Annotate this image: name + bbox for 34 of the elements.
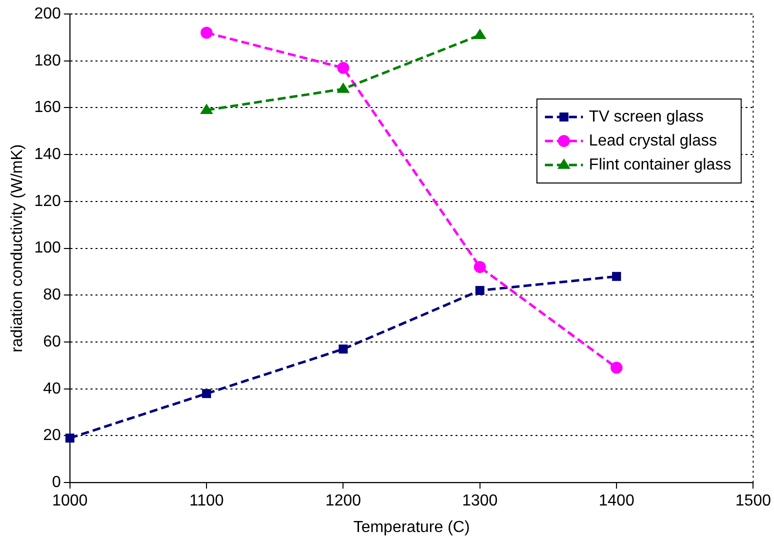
point [200, 104, 214, 114]
x-tick-label: 1500 [735, 492, 772, 510]
point [610, 362, 623, 374]
point [474, 261, 486, 274]
y-tick-label: 160 [34, 99, 61, 116]
point [202, 389, 212, 398]
point [612, 272, 622, 281]
y-tick-label: 0 [52, 474, 61, 492]
point [65, 434, 74, 443]
y-tick-label: 100 [34, 240, 61, 257]
x-tick-label: 1300 [462, 492, 498, 510]
y-tick-label: 80 [43, 286, 61, 304]
legend-label: Flint container glass [588, 156, 732, 174]
y-tick-label: 140 [34, 146, 61, 163]
legend-label: TV screen glass [588, 108, 704, 126]
y-tick-label: 60 [43, 333, 61, 350]
y-axis-title: radiation conductivity (W/mK) [9, 144, 26, 352]
point [338, 344, 348, 354]
y-tick-label: 180 [34, 52, 61, 70]
point [475, 286, 484, 295]
x-axis-title: Temperature (C) [353, 518, 470, 536]
point [337, 62, 350, 74]
y-tick-label: 20 [43, 427, 61, 444]
legend-label: Lead crystal glass [588, 132, 717, 150]
y-tick-label: 40 [43, 380, 61, 398]
point [473, 28, 486, 39]
x-tick-label: 1400 [598, 492, 634, 510]
x-tick-label: 1200 [325, 492, 362, 510]
x-tick-label: 1100 [189, 492, 224, 510]
point [336, 82, 350, 93]
x-tick-label: 1000 [52, 492, 88, 510]
point [200, 26, 213, 39]
y-tick-label: 120 [34, 192, 61, 210]
y-tick-label: 200 [34, 5, 61, 22]
